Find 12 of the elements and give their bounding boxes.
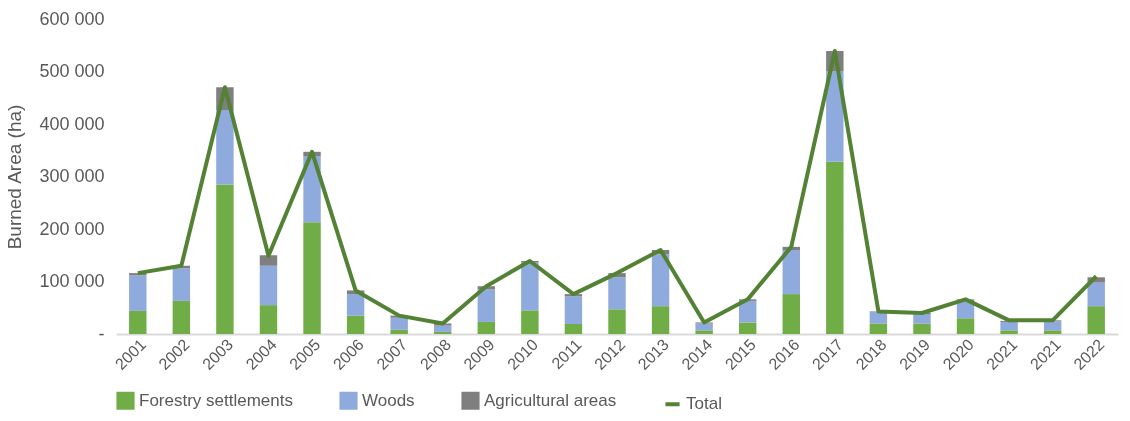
y-tick-label: 100 000 (39, 271, 105, 291)
y-tick-label: 200 000 (39, 218, 105, 239)
y-tick-label: 300 000 (39, 166, 105, 186)
y-tick-label: 400 000 (39, 113, 105, 134)
legend-label: Agricultural areas (484, 390, 617, 410)
legend-label: Woods (362, 390, 415, 410)
legend-label: Forestry settlements (139, 390, 293, 410)
y-tick-label: - (98, 323, 105, 344)
y-tick-label: 600 000 (39, 8, 105, 29)
y-axis-title: Burned Area (ha) (4, 104, 26, 250)
legend-label: Total (686, 394, 722, 414)
y-tick-label: 500 000 (39, 61, 105, 81)
